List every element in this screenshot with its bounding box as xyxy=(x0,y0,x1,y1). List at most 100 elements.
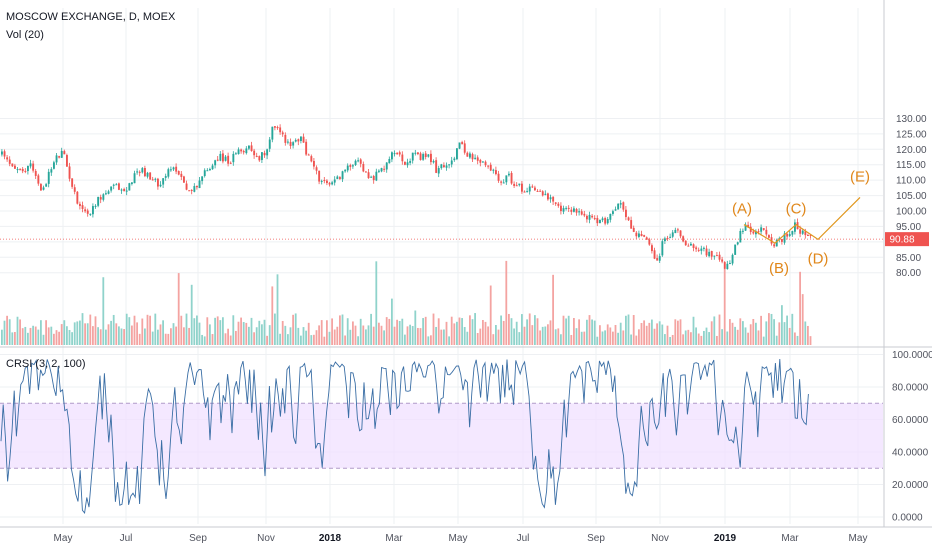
candle-body xyxy=(476,157,479,161)
volume-bar xyxy=(640,322,643,345)
volume-bar xyxy=(170,328,172,345)
candle-body xyxy=(775,239,778,247)
candle-body xyxy=(482,161,484,163)
candle-body xyxy=(333,179,336,183)
candle-body xyxy=(463,143,466,153)
candle-body xyxy=(484,161,487,166)
crsi-axis-tick: 100.0000 xyxy=(892,350,932,361)
volume-bar xyxy=(513,328,515,345)
candle-body xyxy=(198,180,201,189)
candle-body xyxy=(396,152,399,154)
candle-body xyxy=(632,227,635,232)
candle-body xyxy=(258,156,261,161)
volume-bar xyxy=(734,326,736,345)
volume-bar xyxy=(713,316,716,345)
candle-body xyxy=(500,181,503,183)
volume-bar xyxy=(352,321,354,345)
candle-body xyxy=(580,211,583,215)
candle-body xyxy=(203,170,206,177)
candle-body xyxy=(432,160,435,163)
volume-bar xyxy=(573,318,575,345)
volume-bar xyxy=(586,319,588,345)
volume-bar xyxy=(339,315,341,345)
candle-body xyxy=(440,164,443,169)
volume-bar xyxy=(203,336,206,345)
candle-body xyxy=(456,148,458,160)
candle-body xyxy=(71,178,74,187)
volume-bar xyxy=(752,318,755,345)
volume-bar xyxy=(123,329,125,345)
volume-bar xyxy=(354,325,357,345)
candle-body xyxy=(375,171,378,181)
volume-bar xyxy=(32,325,34,345)
volume-bar xyxy=(3,320,6,345)
volume-bar xyxy=(786,315,788,345)
candle-body xyxy=(276,127,279,129)
candle-body xyxy=(323,179,326,181)
candle-body xyxy=(554,202,557,204)
candle-body xyxy=(437,168,440,174)
volume-bar xyxy=(458,317,461,345)
candle-body xyxy=(435,160,438,173)
candle-body xyxy=(567,207,570,209)
volume-bar xyxy=(570,334,573,345)
candle-body xyxy=(768,235,770,238)
candle-body xyxy=(8,159,11,164)
candle-body xyxy=(266,149,269,156)
candle-body xyxy=(240,149,243,152)
wave-label: (C) xyxy=(786,201,807,218)
volume-bar xyxy=(489,285,492,345)
volume-bar xyxy=(614,324,617,345)
candle-body xyxy=(365,171,367,173)
candle-body xyxy=(55,155,58,163)
candle-body xyxy=(362,164,365,172)
candle-body xyxy=(658,256,661,261)
candle-body xyxy=(671,232,674,237)
candle-body xyxy=(159,184,162,187)
volume-bar xyxy=(258,320,261,345)
candle-body xyxy=(703,247,705,249)
volume-bar xyxy=(209,324,211,345)
volume-bar xyxy=(801,294,804,345)
candle-body xyxy=(245,148,248,154)
candle-body xyxy=(29,163,32,167)
candle-body xyxy=(448,164,451,166)
candle-body xyxy=(765,229,768,235)
candle-body xyxy=(86,210,89,214)
volume-bar xyxy=(770,313,773,345)
volume-bar xyxy=(222,317,224,345)
volume-bar xyxy=(172,323,175,345)
volume-bar xyxy=(742,321,744,345)
candle-body xyxy=(354,160,357,166)
volume-bar xyxy=(284,325,287,345)
candle-body xyxy=(609,213,612,220)
candle-body xyxy=(757,231,760,233)
candle-body xyxy=(305,141,308,155)
candle-body xyxy=(549,197,552,200)
volume-bar xyxy=(167,333,170,345)
candle-body xyxy=(219,153,222,161)
volume-bar xyxy=(313,334,315,345)
candle-body xyxy=(518,183,521,186)
x-axis-tick: Sep xyxy=(587,533,605,544)
volume-bar xyxy=(1,329,3,345)
volume-bar xyxy=(625,315,627,345)
volume-bar xyxy=(34,326,37,345)
price-axis-tick: 120.00 xyxy=(896,145,927,156)
volume-bar xyxy=(120,328,123,345)
volume-bar xyxy=(27,332,29,345)
candle-body xyxy=(723,262,726,269)
candle-body xyxy=(1,151,3,155)
volume-bar xyxy=(365,329,367,345)
candle-body xyxy=(242,150,245,153)
volume-bar xyxy=(388,318,391,345)
candle-body xyxy=(578,211,581,213)
candle-body xyxy=(705,248,708,256)
volume-bar xyxy=(671,334,674,345)
last-price-label: 90.88 xyxy=(889,235,914,246)
x-axis-tick: May xyxy=(449,533,468,544)
volume-bar xyxy=(474,313,476,345)
volume-bar xyxy=(796,335,799,345)
candle-body xyxy=(97,196,100,206)
